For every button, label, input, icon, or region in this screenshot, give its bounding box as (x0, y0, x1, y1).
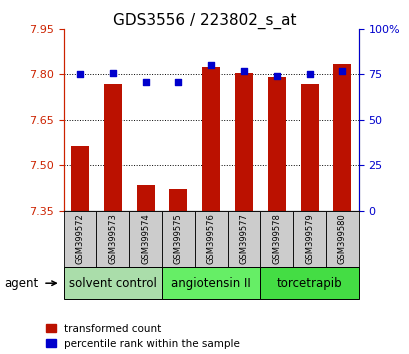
Point (273, 73, 279, 79)
Text: solvent control: solvent control (69, 277, 156, 290)
Text: agent: agent (4, 277, 38, 290)
Bar (202, 67, 220, 211)
Text: GSM399580: GSM399580 (337, 213, 346, 264)
Point (207, 63, 214, 68)
Text: GSM399578: GSM399578 (272, 213, 281, 264)
Bar (63, 211, 96, 267)
Bar (227, 211, 260, 267)
Text: GSM399572: GSM399572 (75, 213, 84, 264)
Bar (333, 64, 351, 211)
Bar (267, 78, 285, 211)
Bar (103, 84, 121, 211)
Text: GSM399575: GSM399575 (173, 213, 182, 264)
Text: GSM399579: GSM399579 (304, 213, 313, 264)
Text: GSM399576: GSM399576 (206, 213, 215, 264)
Bar (96, 211, 129, 267)
Text: GSM399573: GSM399573 (108, 213, 117, 264)
Point (306, 72, 312, 77)
Bar (162, 211, 194, 267)
Bar (63, 267, 162, 299)
Text: GDS3556 / 223802_s_at: GDS3556 / 223802_s_at (113, 12, 296, 29)
Bar (292, 211, 325, 267)
Bar (162, 267, 260, 299)
Point (240, 68, 247, 74)
Point (338, 68, 345, 74)
Bar (71, 145, 89, 211)
Bar (169, 189, 187, 211)
Legend: transformed count, percentile rank within the sample: transformed count, percentile rank withi… (46, 324, 239, 349)
Bar (129, 211, 162, 267)
Text: GSM399574: GSM399574 (141, 213, 150, 264)
Bar (260, 267, 358, 299)
Bar (300, 84, 318, 211)
Bar (325, 211, 358, 267)
Bar (260, 211, 292, 267)
Text: torcetrapib: torcetrapib (276, 277, 342, 290)
Text: GSM399577: GSM399577 (239, 213, 248, 264)
Bar (234, 73, 252, 211)
Point (109, 70, 116, 75)
Text: angiotensin II: angiotensin II (171, 277, 250, 290)
Bar (194, 211, 227, 267)
Bar (136, 185, 154, 211)
Point (175, 79, 181, 85)
Point (76, 72, 83, 77)
Point (142, 79, 148, 85)
